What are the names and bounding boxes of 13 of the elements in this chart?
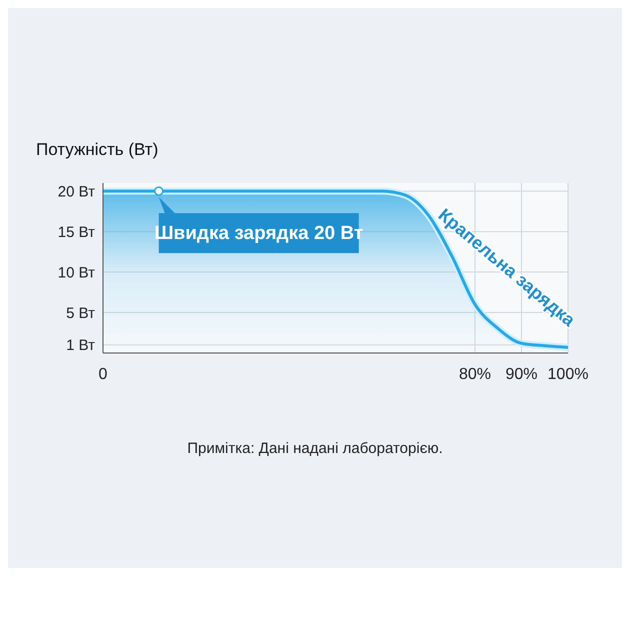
annotation: Швидка зарядка 20 Вт xyxy=(154,223,364,244)
y-axis-title: Потужність (Вт) xyxy=(36,140,158,159)
y-tick-label: 5 Вт xyxy=(66,304,96,322)
x-tick-label: 80% xyxy=(458,366,492,383)
y-tick-label: 20 Вт xyxy=(58,183,96,200)
y-tick-label: 15 Вт xyxy=(58,224,96,241)
x-tick-label: 90% xyxy=(505,366,538,383)
text: Примітка: Дані надані лабораторією. xyxy=(187,440,443,457)
y-tick-label: 10 Вт xyxy=(58,264,96,282)
y-tick-label: 1 Вт xyxy=(66,337,96,354)
x-tick-label: 0 xyxy=(98,366,108,383)
x-tick-label: 100% xyxy=(548,366,588,383)
callout: Швидка зарядка 20 Вт xyxy=(154,186,364,254)
